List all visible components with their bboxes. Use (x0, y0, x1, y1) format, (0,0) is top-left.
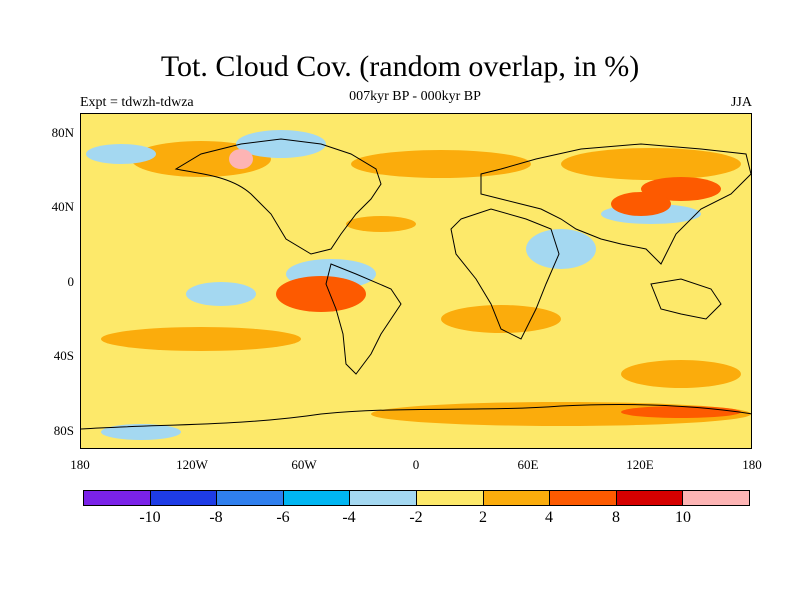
anomaly-map (81, 114, 751, 448)
colorbar-label: -10 (139, 509, 161, 526)
colorbar-box (416, 491, 484, 505)
anomaly-patch (86, 144, 156, 164)
chart-title: Tot. Cloud Cov. (random overlap, in %) (160, 50, 640, 83)
colorbar (83, 490, 750, 506)
colorbar-box (350, 491, 417, 505)
experiment-label: Expt = tdwzh-tdwza (80, 95, 194, 110)
coastlines (81, 138, 751, 430)
anomaly-patch (621, 406, 741, 418)
anomaly-patch (229, 149, 253, 169)
lon-label-180e: 180 (742, 457, 762, 472)
anomaly-patch (101, 327, 301, 351)
anomaly-patch (101, 424, 181, 440)
anomaly-patch (276, 276, 366, 312)
anomaly-patch (186, 282, 256, 306)
anomaly-patch (236, 130, 326, 158)
colorbar-label: 10 (675, 509, 691, 526)
lat-label-80n: 80N (51, 125, 74, 140)
anomaly-patch (621, 360, 741, 388)
lon-label-60e: 60E (517, 457, 539, 472)
colorbar-box (217, 491, 284, 505)
anomaly-patch (641, 177, 721, 201)
colorbar-box (616, 491, 684, 505)
colorbar-label: -2 (409, 509, 423, 526)
lat-label-40n: 40N (51, 199, 74, 214)
colorbar-label: -8 (209, 509, 223, 526)
lon-label-0: 0 (412, 457, 420, 472)
map-panel (80, 113, 752, 449)
colorbar-label: 8 (612, 509, 620, 526)
lat-label-0: 0 (67, 274, 75, 289)
season-label: JJA (730, 95, 752, 110)
lon-label-180w: 180 (70, 457, 90, 472)
coastline-eurasia (480, 143, 751, 265)
colorbar-box (283, 491, 351, 505)
coastline-antarctica (81, 403, 751, 430)
chart-subtitle: 007kyr BP - 000kyr BP (349, 89, 481, 104)
lon-label-60w: 60W (291, 457, 317, 472)
anomaly-patch (561, 148, 741, 180)
colorbar-label: -4 (342, 509, 356, 526)
anomaly-patch (526, 229, 596, 269)
colorbar-box (84, 491, 151, 505)
lon-label-120e: 120E (626, 457, 654, 472)
colorbar-box (550, 491, 617, 505)
colorbar-label: 4 (545, 509, 553, 526)
colorbar-label: 2 (479, 509, 487, 526)
lat-label-80s: 80S (53, 423, 74, 438)
colorbar-box (483, 491, 551, 505)
anomaly-patch (611, 192, 671, 216)
coastline-south-america (325, 263, 402, 375)
lat-label-40s: 40S (53, 348, 74, 363)
coastline-africa (450, 208, 560, 340)
coastline-australia (650, 278, 722, 320)
anomaly-patch (346, 216, 416, 232)
colorbar-box (683, 491, 749, 505)
anomaly-patches (86, 130, 751, 440)
coastline-north-america (174, 138, 382, 255)
anomaly-patch (351, 150, 531, 178)
anomaly-patch (441, 305, 561, 333)
colorbar-label: -6 (276, 509, 290, 526)
lon-label-120w: 120W (176, 457, 208, 472)
colorbar-box (150, 491, 218, 505)
